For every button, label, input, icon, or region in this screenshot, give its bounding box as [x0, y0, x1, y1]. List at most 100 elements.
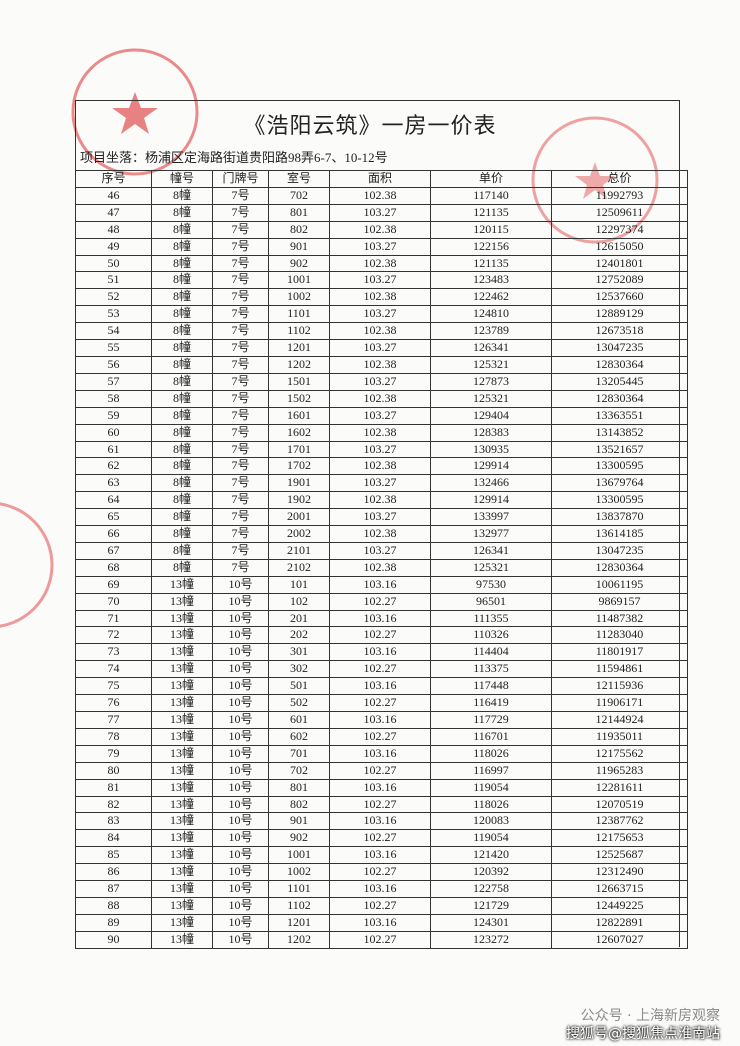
cell: 12525687 — [551, 846, 688, 865]
cell: 126341 — [430, 541, 552, 560]
cell: 120392 — [430, 863, 552, 882]
cell: 8幢 — [151, 288, 213, 307]
cell: 96501 — [430, 592, 552, 611]
cell: 13幢 — [151, 880, 213, 898]
cell: 102.27 — [329, 795, 431, 814]
table-row: 79 13幢 10号 701 103.16 118026 12175562 — [75, 744, 688, 763]
cell: 103.16 — [329, 609, 431, 628]
table-row: 83 13幢 10号 901 103.16 120083 12387762 — [75, 812, 688, 831]
cell: 2102 — [268, 558, 330, 577]
cell: 8幢 — [151, 220, 213, 239]
table-row: 58 8幢 7号 1502 102.38 125321 12830364 — [75, 389, 688, 408]
cell: 10号 — [212, 727, 269, 746]
cell: 8幢 — [151, 372, 213, 391]
cell: 49 — [75, 237, 152, 256]
cell: 13幢 — [151, 643, 213, 662]
cell: 75 — [75, 677, 152, 696]
cell: 8幢 — [151, 525, 213, 543]
cell: 67 — [75, 541, 152, 560]
cell: 63 — [75, 474, 152, 493]
cell: 80 — [75, 761, 152, 780]
cell: 55 — [75, 339, 152, 357]
cell: 116701 — [430, 727, 552, 746]
cell: 11594861 — [551, 660, 688, 679]
cell: 2001 — [268, 508, 330, 527]
table-row: 82 13幢 10号 802 102.27 118026 12070519 — [75, 795, 688, 814]
table-row: 66 8幢 7号 2002 102.38 132977 13614185 — [75, 525, 688, 543]
table-row: 70 13幢 10号 102 102.27 96501 9869157 — [75, 592, 688, 611]
cell: 10号 — [212, 880, 269, 898]
table-row: 81 13幢 10号 801 103.16 119054 12281611 — [75, 778, 688, 797]
cell: 53 — [75, 305, 152, 324]
cell: 10号 — [212, 643, 269, 662]
cell: 120115 — [430, 220, 552, 239]
cell: 102.27 — [329, 930, 431, 949]
cell: 13679764 — [551, 474, 688, 493]
cell: 12297374 — [551, 220, 688, 239]
cell: 102.27 — [329, 761, 431, 780]
table-row: 88 13幢 10号 1102 102.27 121729 12449225 — [75, 896, 688, 915]
table-row: 63 8幢 7号 1901 103.27 132466 13679764 — [75, 474, 688, 493]
cell: 118026 — [430, 795, 552, 814]
cell: 57 — [75, 372, 152, 391]
cell: 124301 — [430, 913, 552, 932]
table-row: 64 8幢 7号 1902 102.38 129914 13300595 — [75, 491, 688, 510]
table-row: 59 8幢 7号 1601 103.27 129404 13363551 — [75, 406, 688, 425]
cell: 58 — [75, 389, 152, 408]
cell: 1902 — [268, 491, 330, 510]
cell: 102 — [268, 592, 330, 611]
cell: 602 — [268, 727, 330, 746]
cell: 123483 — [430, 271, 552, 290]
cell: 901 — [268, 812, 330, 831]
cell: 130935 — [430, 440, 552, 459]
cell: 8幢 — [151, 339, 213, 357]
cell: 10号 — [212, 761, 269, 780]
cell: 1101 — [268, 880, 330, 898]
cell: 88 — [75, 896, 152, 915]
cell: 12615050 — [551, 237, 688, 256]
cell: 81 — [75, 778, 152, 797]
cell: 7号 — [212, 254, 269, 273]
cell: 8幢 — [151, 508, 213, 527]
cell: 1502 — [268, 389, 330, 408]
table-row: 48 8幢 7号 802 102.38 120115 12297374 — [75, 220, 688, 239]
cell: 12752089 — [551, 271, 688, 290]
cell: 7号 — [212, 440, 269, 459]
cell: 13幢 — [151, 592, 213, 611]
cell: 502 — [268, 694, 330, 712]
cell: 1201 — [268, 913, 330, 932]
cell: 129404 — [430, 406, 552, 425]
cell: 50 — [75, 254, 152, 273]
cell: 110326 — [430, 626, 552, 645]
cell: 7号 — [212, 508, 269, 527]
cell: 103.27 — [329, 541, 431, 560]
cell: 7号 — [212, 220, 269, 239]
cell: 128383 — [430, 423, 552, 442]
cell: 10号 — [212, 778, 269, 797]
cell: 122758 — [430, 880, 552, 898]
cell: 103.16 — [329, 913, 431, 932]
cell: 10号 — [212, 592, 269, 611]
cell: 10号 — [212, 609, 269, 628]
cell: 12449225 — [551, 896, 688, 915]
cell: 102.27 — [329, 727, 431, 746]
table-row: 56 8幢 7号 1202 102.38 125321 12830364 — [75, 355, 688, 374]
cell: 801 — [268, 778, 330, 797]
cell: 69 — [75, 575, 152, 594]
cell: 111355 — [430, 609, 552, 628]
cell: 10号 — [212, 812, 269, 831]
cell: 48 — [75, 220, 152, 239]
cell: 121135 — [430, 203, 552, 222]
table-row: 84 13幢 10号 902 102.27 119054 12175653 — [75, 829, 688, 848]
cell: 11992793 — [551, 186, 688, 205]
cell: 801 — [268, 203, 330, 222]
table-row: 54 8幢 7号 1102 102.38 123789 12673518 — [75, 322, 688, 341]
cell: 102.38 — [329, 220, 431, 239]
table-row: 76 13幢 10号 502 102.27 116419 11906171 — [75, 694, 688, 712]
cell: 7号 — [212, 237, 269, 256]
cell: 802 — [268, 795, 330, 814]
cell: 103.27 — [329, 440, 431, 459]
cell: 129914 — [430, 491, 552, 510]
header-row: 序号 幢号 门牌号 室号 面积 单价 总价 — [75, 170, 688, 188]
